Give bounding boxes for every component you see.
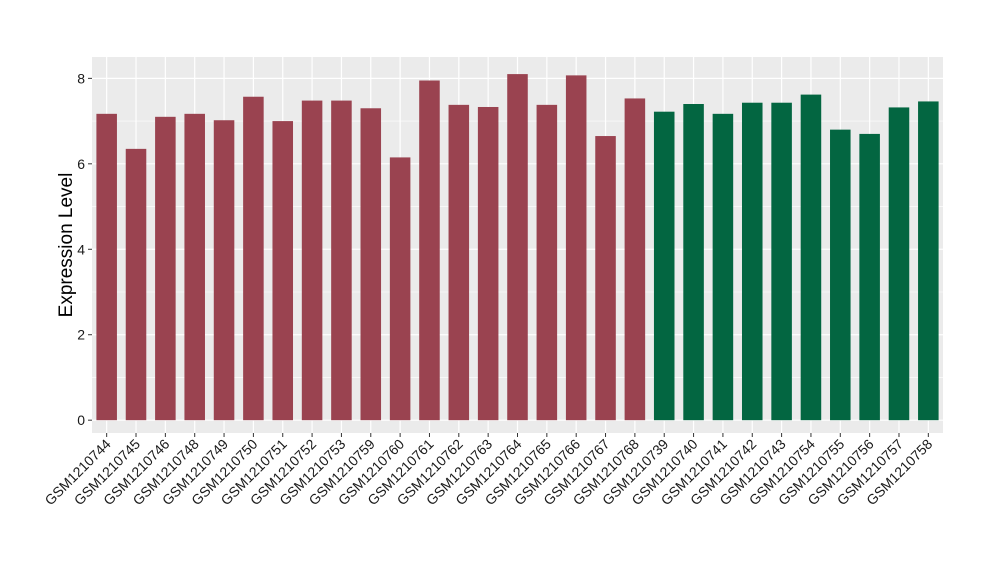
bar xyxy=(683,104,704,421)
bar xyxy=(507,74,528,421)
bar xyxy=(918,101,939,421)
y-tick-label: 2 xyxy=(77,327,85,343)
bar xyxy=(712,113,734,421)
bar xyxy=(389,157,411,421)
bar xyxy=(272,121,294,421)
bar xyxy=(125,148,147,421)
bar xyxy=(419,80,440,421)
bar xyxy=(565,75,587,421)
bar xyxy=(830,129,851,421)
bar xyxy=(184,113,205,421)
bar xyxy=(448,104,470,421)
y-tick-label: 4 xyxy=(77,241,85,257)
bar xyxy=(301,100,323,421)
y-tick-label: 8 xyxy=(77,70,85,86)
bar xyxy=(536,104,558,421)
y-tick-label: 6 xyxy=(77,156,85,172)
y-axis: 0 2 4 6 8 xyxy=(77,70,92,428)
bar xyxy=(800,94,822,421)
bar xyxy=(213,120,235,421)
bar xyxy=(477,106,499,421)
y-axis-title: Expression Level xyxy=(56,173,77,318)
bars xyxy=(96,74,939,421)
bar xyxy=(243,96,264,421)
bar xyxy=(595,136,616,421)
bar xyxy=(331,100,352,421)
bar xyxy=(155,116,176,421)
y-tick-label: 0 xyxy=(77,412,85,428)
bar xyxy=(96,113,117,421)
bar xyxy=(360,108,382,421)
bar xyxy=(771,102,792,421)
bar xyxy=(859,133,880,421)
bar xyxy=(741,102,763,421)
x-axis: GSM1210744GSM1210745GSM1210746GSM1210748… xyxy=(41,433,936,508)
bar xyxy=(653,111,675,421)
bar xyxy=(888,107,910,421)
bar xyxy=(624,98,646,421)
